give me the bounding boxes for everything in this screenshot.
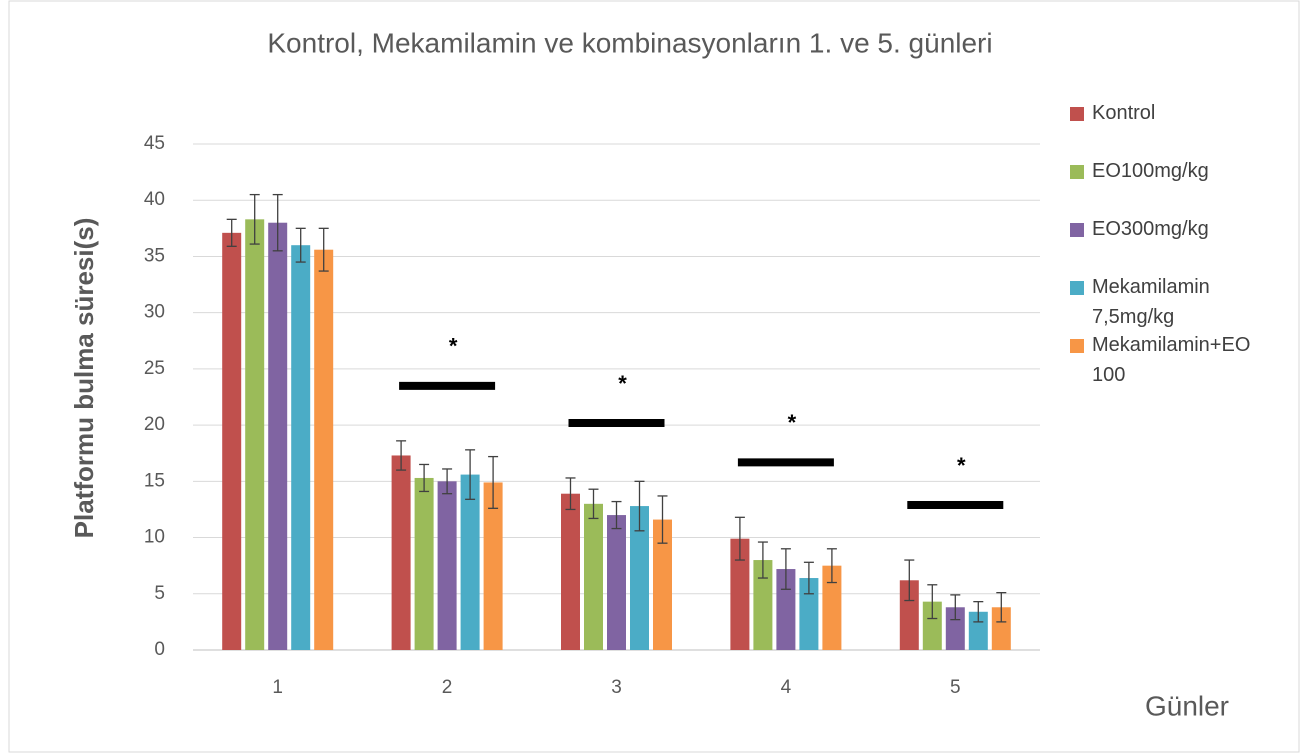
- legend: Kontrol EO100mg/kg EO300mg/kg Mekamilamin 7…: [1070, 98, 1280, 388]
- legend-entry: Mekamilamin 7,5mg/kg: [1070, 272, 1280, 330]
- legend-entry: EO100mg/kg: [1070, 156, 1280, 214]
- legend-label: Kontrol: [1092, 102, 1156, 124]
- y-tick-label: 35: [144, 245, 165, 266]
- bar: [607, 515, 626, 650]
- annotation: *: [957, 453, 966, 478]
- y-tick-label: 5: [154, 583, 165, 604]
- x-tick-label: 5: [950, 677, 961, 698]
- annotation: *: [618, 371, 627, 396]
- bar: [291, 245, 311, 650]
- legend-entry: Kontrol: [1070, 98, 1280, 156]
- bar: [314, 249, 334, 650]
- legend-swatch: [1070, 223, 1084, 237]
- x-tick-label: 1: [272, 677, 283, 698]
- bar: [437, 481, 457, 650]
- y-tick-label: 15: [144, 470, 165, 491]
- legend-swatch: [1070, 107, 1084, 121]
- bar: [753, 560, 773, 650]
- bar: [653, 519, 672, 650]
- y-axis-label: Platformu bulma süresi(s): [69, 218, 99, 539]
- x-tick-label: 3: [611, 677, 622, 698]
- bar: [460, 474, 480, 650]
- bar: [945, 607, 965, 650]
- y-tick-label: 45: [144, 133, 165, 154]
- bar: [584, 503, 603, 650]
- bar: [630, 506, 649, 650]
- legend-swatch: [1070, 339, 1084, 353]
- y-tick-label: 0: [154, 639, 165, 660]
- bar: [899, 580, 919, 650]
- legend-label: EO300mg/kg: [1092, 218, 1209, 240]
- legend-entry: EO300mg/kg: [1070, 214, 1280, 272]
- legend-label: Mekamilamin+EO 100: [1092, 334, 1251, 386]
- bar: [391, 455, 411, 650]
- bar: [268, 222, 288, 650]
- y-tick-label: 20: [144, 414, 165, 435]
- bar: [922, 601, 942, 650]
- y-tick-label: 40: [144, 189, 165, 210]
- legend-entry: Mekamilamin+EO 100: [1070, 330, 1280, 388]
- legend-label: EO100mg/kg: [1092, 160, 1209, 182]
- x-axis-label: Günler: [1145, 690, 1229, 721]
- chart-title: Kontrol, Mekamilamin ve kombinasyonların…: [267, 27, 992, 58]
- annotation: *: [788, 410, 797, 435]
- legend-swatch: [1070, 281, 1084, 295]
- bar: [561, 493, 580, 650]
- y-tick-label: 30: [144, 302, 165, 323]
- annotation: *: [449, 334, 458, 359]
- bar: [222, 232, 242, 650]
- bar: [483, 482, 503, 650]
- bar: [730, 538, 750, 650]
- bar: [799, 578, 819, 650]
- bar: [991, 607, 1011, 650]
- x-tick-label: 2: [442, 677, 453, 698]
- legend-swatch: [1070, 165, 1084, 179]
- legend-label: Mekamilamin 7,5mg/kg: [1092, 276, 1210, 328]
- bar: [822, 565, 842, 650]
- x-tick-label: 4: [781, 677, 792, 698]
- bar: [245, 219, 265, 651]
- bar: [414, 477, 434, 650]
- y-tick-label: 10: [144, 527, 165, 548]
- y-tick-label: 25: [144, 358, 165, 379]
